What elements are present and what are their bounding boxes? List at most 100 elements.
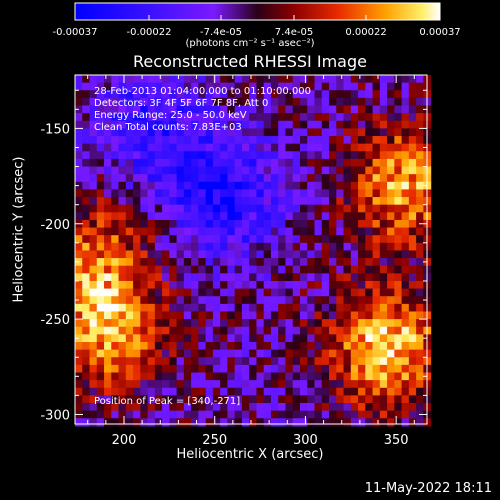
heatmap-cell [358,326,366,335]
heatmap-cell [140,82,149,91]
heatmap-cell [307,136,316,145]
heatmap-cell [321,296,330,305]
heatmap-cell [263,105,272,114]
heatmap-cell [169,341,178,351]
heatmap-cell [75,364,83,374]
heatmap-cell [191,97,199,107]
heatmap-cell [372,219,381,229]
heatmap-cell [256,166,265,175]
heatmap-cell [75,357,83,366]
heatmap-cell [416,204,424,213]
heatmap-cell [191,143,199,152]
heatmap-cell [358,197,366,206]
heatmap-cell [401,219,410,229]
heatmap-cell [169,143,178,152]
heatmap-cell [82,105,91,114]
heatmap-cell [358,418,366,427]
heatmap-cell [394,136,403,145]
heatmap-cell [278,319,287,328]
heatmap-cell [227,296,236,305]
heatmap-cell [416,250,424,259]
heatmap-cell [169,242,178,252]
heatmap-cell [278,90,287,99]
heatmap-cell [212,303,221,313]
heatmap-cell [263,181,272,191]
heatmap-cell [241,136,250,145]
heatmap-cell [249,349,258,358]
heatmap-cell [82,380,91,389]
heatmap-cell [379,235,388,244]
heatmap-cell [387,364,395,374]
heatmap-cell [372,90,381,99]
heatmap-cell [191,265,199,274]
heatmap-cell [176,303,185,313]
heatmap-cell [82,235,91,244]
heatmap-cell [147,235,156,244]
heatmap-cell [379,349,388,358]
heatmap-cell [372,387,381,396]
heatmap-cell [249,273,258,282]
heatmap-cell [270,166,279,175]
heatmap-cell [314,418,323,427]
heatmap-cell [205,380,214,389]
heatmap-cell [220,258,229,267]
heatmap-cell [292,189,301,198]
heatmap-cell [191,75,199,84]
heatmap-cell [314,273,323,282]
heatmap-cell [89,204,98,213]
heatmap-cell [118,380,127,389]
heatmap-cell [82,387,91,396]
heatmap-cell [133,303,141,313]
heatmap-cell [278,372,287,381]
heatmap-cell [154,181,163,191]
heatmap-cell [241,258,250,267]
heatmap-cell [256,204,265,213]
heatmap-cell [307,288,316,297]
heatmap-cell [162,212,170,221]
heatmap-cell [198,174,207,183]
heatmap-cell [111,418,120,427]
heatmap-cell [336,357,345,366]
heatmap-cell [162,296,170,305]
heatmap-cell [212,204,221,213]
heatmap-cell [220,273,229,282]
heatmap-cell [176,410,185,419]
heatmap-cell [387,273,395,282]
heatmap-cell [241,296,250,305]
heatmap-cell [329,151,337,160]
heatmap-cell [191,227,199,236]
heatmap-cell [358,387,366,396]
heatmap-cell [263,372,272,381]
heatmap-cell [350,235,359,244]
heatmap-cell [372,357,381,366]
heatmap-cell [154,273,163,282]
heatmap-cell [140,113,149,122]
heatmap-cell [205,158,214,168]
heatmap-cell [191,105,199,114]
heatmap-cell [89,296,98,305]
heatmap-cell [104,319,112,328]
heatmap-cell [292,273,301,282]
heatmap-cell [379,82,388,91]
heatmap-cell [256,212,265,221]
heatmap-cell [89,341,98,351]
heatmap-cell [176,334,185,343]
heatmap-cell [96,90,105,99]
heatmap-cell [191,288,199,297]
heatmap-cell [140,319,149,328]
heatmap-cell [133,273,141,282]
heatmap-cell [104,250,112,259]
heatmap-cell [270,181,279,191]
heatmap-cell [147,143,156,152]
heatmap-cell [176,105,185,114]
heatmap-cell [329,403,337,412]
heatmap-cell [147,151,156,160]
heatmap-cell [394,387,403,396]
heatmap-cell [387,357,395,366]
heatmap-cell [154,204,163,213]
heatmap-cell [408,288,417,297]
heatmap-cell [125,235,134,244]
heatmap-cell [220,120,229,129]
heatmap-cell [321,418,330,427]
heatmap-cell [256,265,265,274]
